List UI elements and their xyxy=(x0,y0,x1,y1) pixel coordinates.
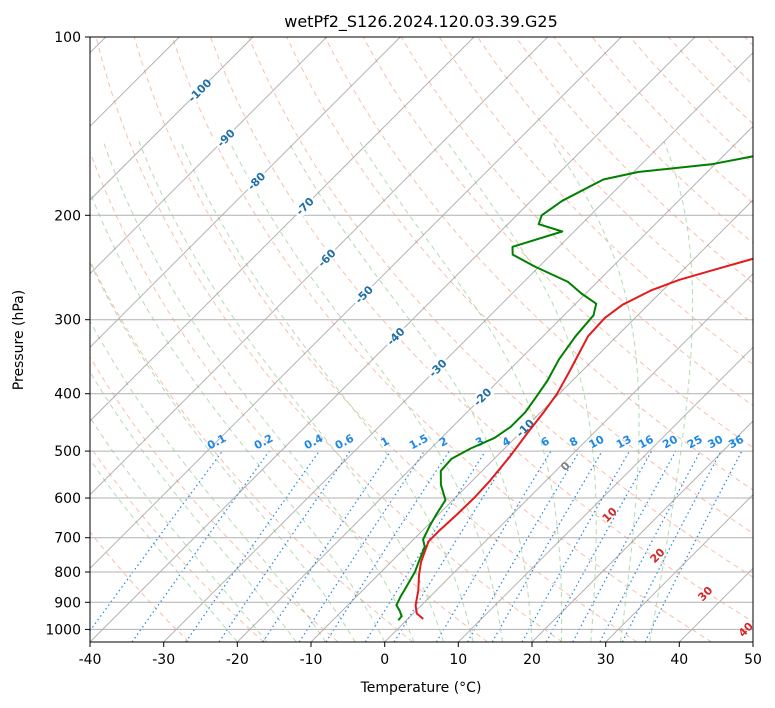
x-tick-label: 20 xyxy=(523,652,541,668)
y-tick-label: 500 xyxy=(54,444,81,460)
plot-frame xyxy=(89,36,754,643)
dry-adiabat-line xyxy=(248,37,753,578)
dry-adiabat-line xyxy=(90,150,488,642)
x-axis-title: Temperature (°C) xyxy=(360,680,482,696)
mixing-ratio-label: 20 xyxy=(660,433,680,452)
isotherm-label-bg xyxy=(291,192,318,219)
dry-adiabat-line xyxy=(400,37,753,407)
mixing-ratio-line xyxy=(466,450,580,642)
x-tick-label: 30 xyxy=(597,652,615,668)
isotherm-line xyxy=(90,37,475,422)
dry-adiabat-line xyxy=(171,37,712,642)
isotherm-label-bg xyxy=(511,414,538,441)
pressure-grid xyxy=(90,37,753,630)
isotherm-label-bg xyxy=(424,354,451,381)
mixing-ratio-label: 13 xyxy=(614,433,634,452)
mixing-ratio-line xyxy=(218,450,351,642)
x-tick-label: -30 xyxy=(152,652,175,668)
isotherm-label-bg xyxy=(212,124,239,151)
chart-title: wetPf2_S126.2024.120.03.39.G25 xyxy=(284,12,558,32)
x-tick-label: -40 xyxy=(79,652,102,668)
mixing-ratio-line xyxy=(435,450,552,642)
dry-adiabat-line xyxy=(438,37,753,366)
temperature-profile-line xyxy=(414,257,753,620)
mixing-ratio-label: 25 xyxy=(685,433,705,452)
dry-adiabat-line xyxy=(95,37,563,642)
mixing-ratio-line xyxy=(572,450,677,642)
mixing-ratio-line xyxy=(325,450,450,642)
isotherm-label-bg xyxy=(382,322,409,350)
isotherm-line xyxy=(236,125,753,642)
isotherm-label-bg xyxy=(350,281,377,308)
mixing-ratio-line xyxy=(262,450,392,642)
mixing-ratio-line xyxy=(599,450,702,642)
mixing-ratio-line xyxy=(364,450,486,642)
y-tick-label: 300 xyxy=(54,313,81,329)
mixing-ratio-line xyxy=(185,450,320,642)
x-tick-label: 40 xyxy=(670,652,688,668)
y-tick-label: 700 xyxy=(54,531,81,547)
y-tick-label: 200 xyxy=(54,208,81,224)
mixing-ratio-label: 16 xyxy=(636,433,656,452)
x-tick-label: 50 xyxy=(744,652,762,668)
isotherm-line xyxy=(457,346,753,642)
x-tick-label: -10 xyxy=(300,652,323,668)
isotherm-line xyxy=(90,37,549,496)
mixing-ratio-label: 30 xyxy=(706,433,726,452)
isotherm-label-bg xyxy=(468,383,496,410)
mixing-ratio-label: 10 xyxy=(587,433,607,452)
y-tick-label: 800 xyxy=(54,565,81,581)
y-tick-label: 900 xyxy=(54,595,81,611)
x-tick-label: 10 xyxy=(449,652,467,668)
dry-adiabat-line xyxy=(210,37,753,623)
isotherm-line xyxy=(605,493,753,642)
isotherm-line xyxy=(384,272,753,642)
isotherm-label-bg xyxy=(242,167,270,194)
y-axis-title: Pressure (hPa) xyxy=(11,290,27,390)
plot-area: -100-90-80-70-60-50-40-30-20-10 01020304… xyxy=(89,36,756,643)
mixing-ratio-label: 36 xyxy=(726,433,746,452)
y-tick-label: 400 xyxy=(54,387,81,403)
isotherm-label-bg xyxy=(313,244,340,271)
dry-adiabat-line xyxy=(90,445,264,642)
dry-adiabat-line xyxy=(90,531,190,642)
y-axis: 100 200 300 400 500 600 700 800 900 1000 xyxy=(45,30,90,638)
isotherm-line xyxy=(163,51,753,642)
dry-adiabat-line xyxy=(133,37,638,642)
x-tick-label: 0 xyxy=(380,652,389,668)
x-tick-label: -20 xyxy=(226,652,249,668)
isotherm-line xyxy=(310,199,753,642)
x-axis: -40 -30 -20 -10 0 10 20 30 40 50 xyxy=(79,642,762,668)
isotherm-label-bg xyxy=(186,76,213,104)
profile-series xyxy=(395,155,753,621)
y-tick-label: 600 xyxy=(54,491,81,507)
dewpoint-profile-line xyxy=(395,155,753,621)
isotherm-line xyxy=(90,37,254,201)
y-tick-label: 100 xyxy=(54,30,81,46)
mixing-ratio-line xyxy=(298,450,425,642)
y-tick-label: 1000 xyxy=(45,622,81,638)
isotherm-line xyxy=(90,37,401,349)
isotherm-line xyxy=(90,37,622,570)
isotherm-line xyxy=(531,420,753,642)
dry-adiabat-line xyxy=(515,37,753,284)
